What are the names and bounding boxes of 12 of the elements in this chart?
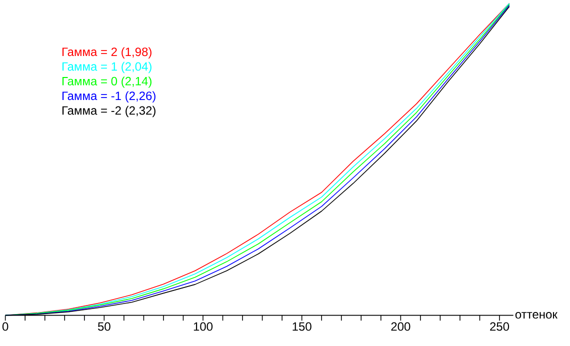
x-tick-label: 250: [490, 322, 510, 331]
text: Гамма = 0 (2,14): [62, 76, 152, 88]
x-axis-title: оттенок: [515, 312, 558, 319]
text: Гамма = 1 (2,04): [62, 62, 152, 74]
x-tick-label: 100: [194, 322, 213, 331]
text: Гамма = 2 (1,98): [62, 47, 152, 58]
text: Гамма = -2 (2,32): [62, 106, 156, 118]
x-tick-label: 0: [2, 322, 8, 331]
x-tick-label: 50: [98, 322, 110, 331]
text: Гамма = -1 (2,26): [62, 91, 156, 102]
x-tick-label: 150: [292, 322, 312, 331]
x-tick-label: 200: [391, 322, 410, 331]
